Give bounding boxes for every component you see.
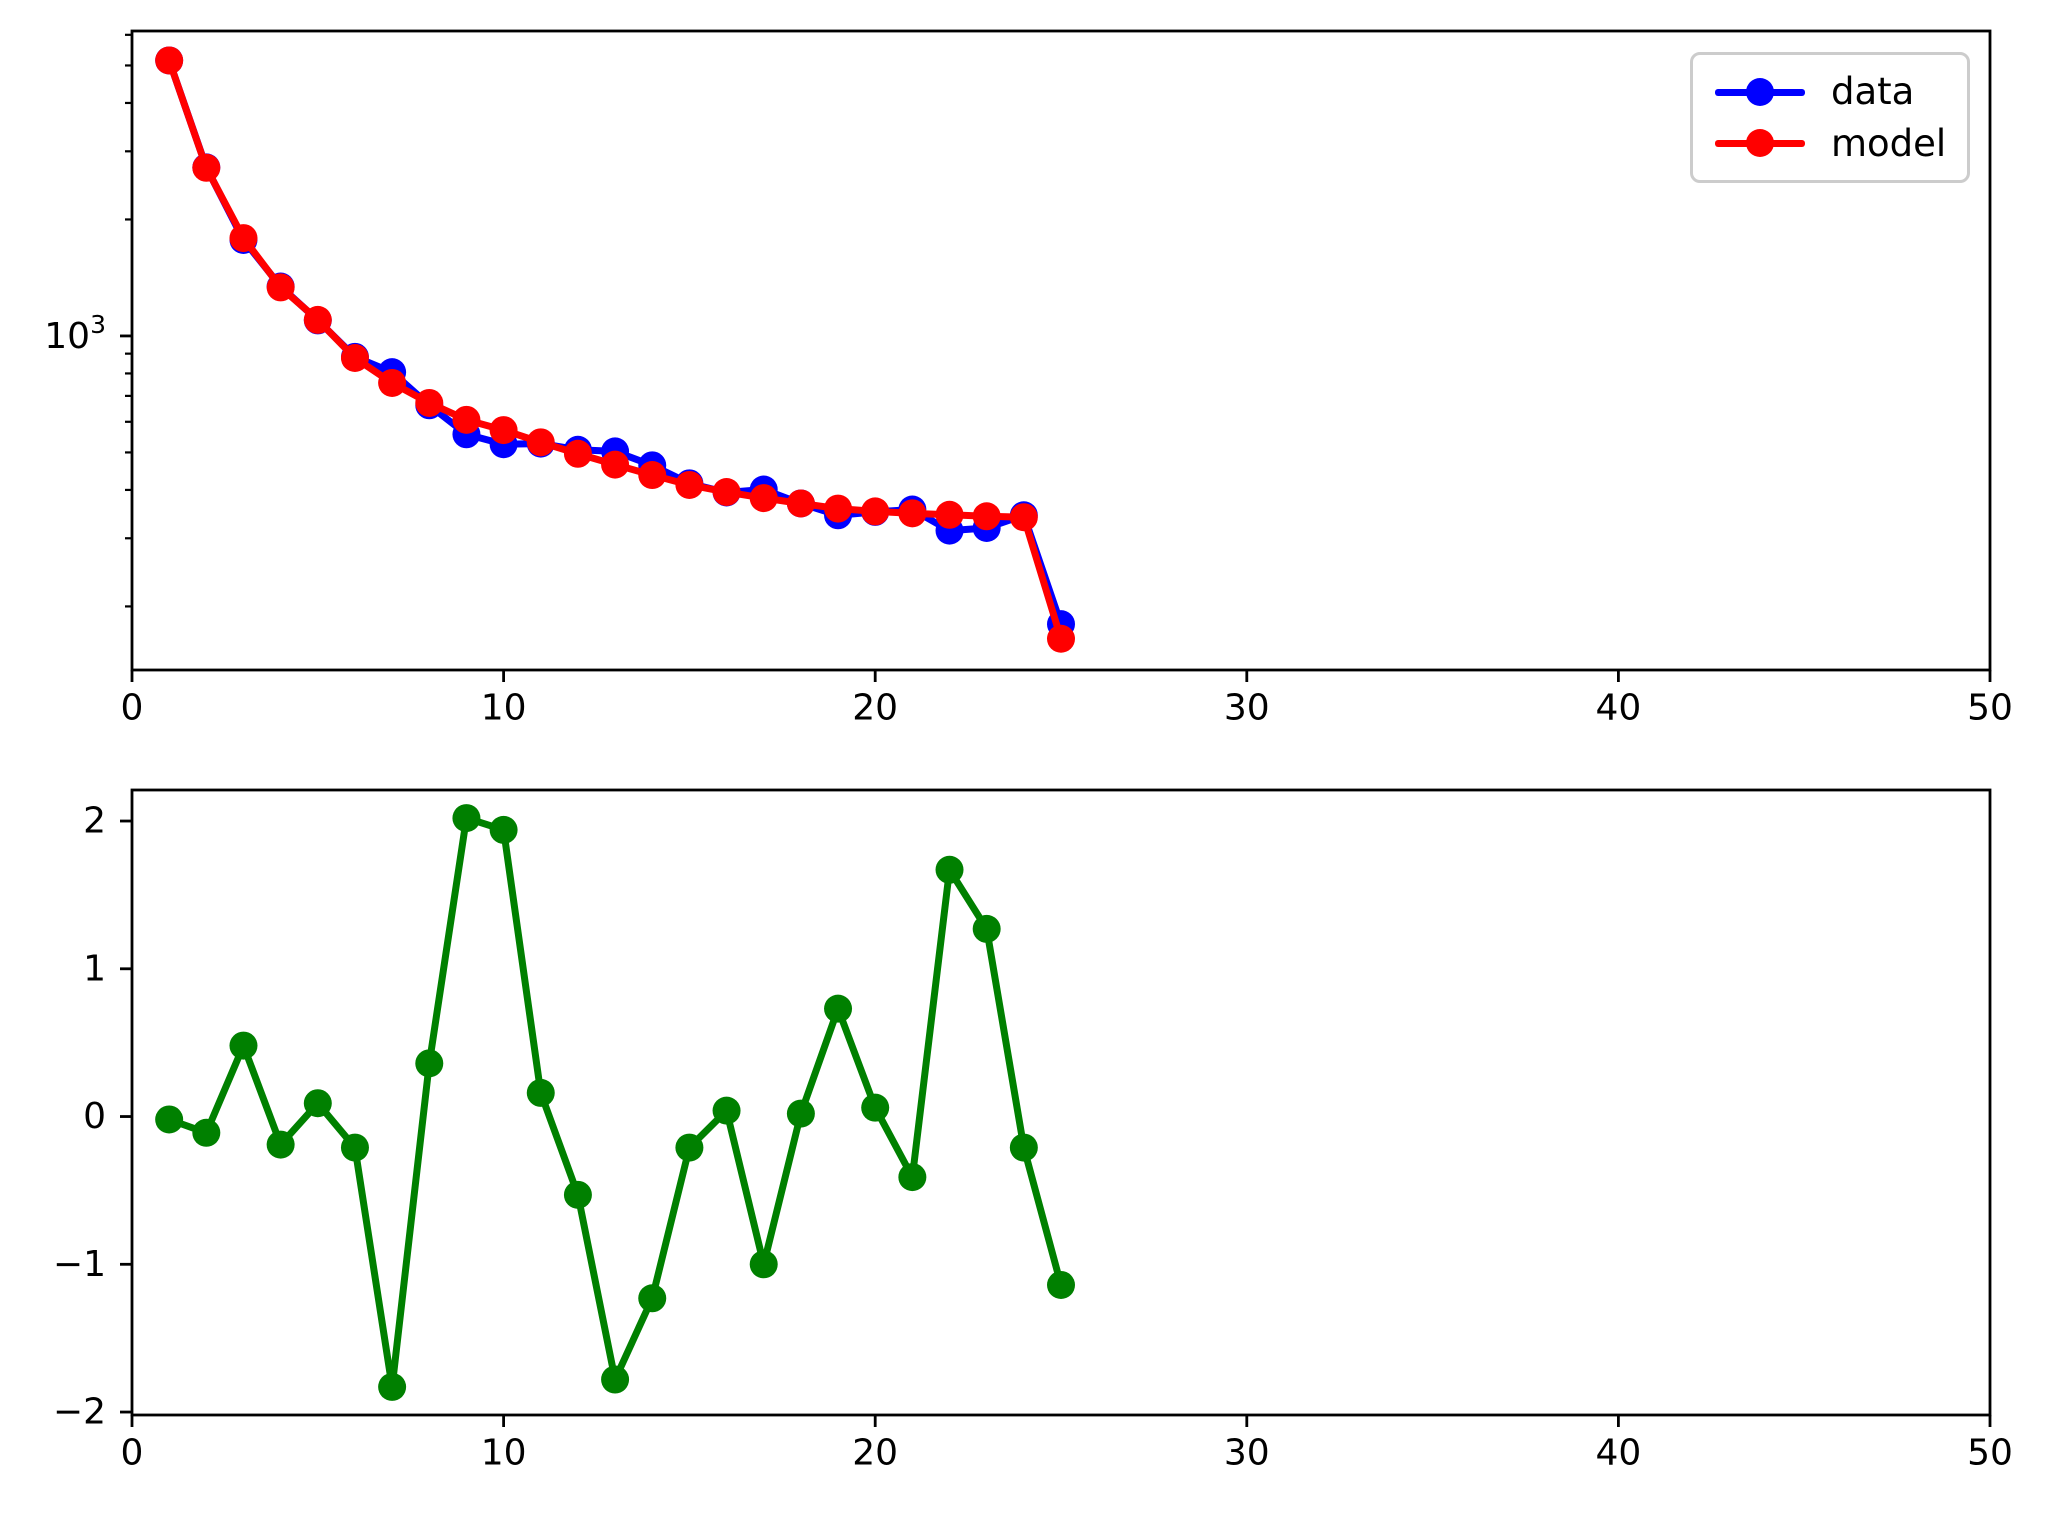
model-point xyxy=(266,273,295,302)
legend-label-model: model xyxy=(1831,121,1947,165)
residuals-point xyxy=(638,1284,667,1313)
fit-plot-xtick-label: 50 xyxy=(1967,688,2013,729)
model-point xyxy=(340,343,369,372)
fit-plot-xtick-label: 20 xyxy=(852,688,898,729)
residual-plot-axes: 0 10 20 30 40 50 −2 −1 0 1 2 xyxy=(53,788,2013,1474)
residuals-point xyxy=(303,1089,332,1118)
model-point xyxy=(526,428,555,457)
model-point xyxy=(749,484,778,513)
model-point xyxy=(638,461,667,490)
model-point xyxy=(1009,503,1038,532)
residuals-point xyxy=(786,1099,815,1128)
residuals-point xyxy=(675,1133,704,1162)
residual-plot-xtick-label: 30 xyxy=(1224,1433,1270,1474)
residuals-point xyxy=(935,855,964,884)
model-series-marker-icon xyxy=(1715,128,1805,158)
model-point xyxy=(935,500,964,529)
residuals-point xyxy=(712,1096,741,1125)
residuals-point xyxy=(489,815,518,844)
residuals-series xyxy=(155,804,1075,1401)
residuals-point xyxy=(749,1250,778,1279)
legend-item-data: data xyxy=(1693,73,1967,110)
residuals-point xyxy=(861,1093,890,1122)
model-point xyxy=(712,478,741,507)
fit-plot-xtick-label: 30 xyxy=(1224,688,1270,729)
residual-plot-frame xyxy=(130,788,1992,1417)
data-dot-swatch xyxy=(1746,77,1774,106)
model-point xyxy=(452,405,481,434)
model-point xyxy=(1047,624,1075,653)
residuals-point xyxy=(155,1105,184,1134)
model-point xyxy=(861,497,890,526)
model-point xyxy=(378,368,407,397)
model-point xyxy=(675,470,704,499)
model-point xyxy=(415,388,444,417)
model-point xyxy=(489,416,518,445)
legend: data model xyxy=(1690,52,1970,183)
fit-plot-xtick-label: 40 xyxy=(1595,688,1641,729)
residuals-point xyxy=(452,804,481,833)
residual-plot-xtick-label: 20 xyxy=(852,1433,898,1474)
residual-plot-xtick-label: 0 xyxy=(121,1433,144,1474)
residual-plot-ytick-label: −2 xyxy=(53,1392,106,1433)
fit-plot-ytick-label: 103 xyxy=(44,310,106,357)
residual-plot-ytick-label: 0 xyxy=(83,1096,106,1137)
model-point xyxy=(563,439,592,468)
residuals-point xyxy=(378,1372,407,1401)
residuals-point xyxy=(824,994,853,1023)
residuals-point xyxy=(229,1031,258,1060)
residuals-point xyxy=(898,1163,927,1192)
residual-plot-ytick-label: −1 xyxy=(53,1244,106,1285)
residuals-point xyxy=(266,1130,295,1159)
model-point xyxy=(155,46,184,75)
residual-plot-xtick-label: 50 xyxy=(1967,1433,2013,1474)
residual-plot-xtick-label: 40 xyxy=(1595,1433,1641,1474)
legend-label-data: data xyxy=(1831,70,1915,114)
residuals-point xyxy=(192,1118,221,1147)
residuals-point xyxy=(563,1180,592,1209)
data-series xyxy=(155,46,1075,639)
residual-plot-ytick-label: 2 xyxy=(83,801,106,842)
model-point xyxy=(972,502,1001,531)
fit-plot-xtick-label: 0 xyxy=(121,688,144,729)
residuals-point xyxy=(972,914,1001,943)
model-point xyxy=(824,494,853,523)
residual-plot-xtick-label: 10 xyxy=(481,1433,527,1474)
residuals-point xyxy=(526,1078,555,1107)
residuals-point xyxy=(415,1049,444,1078)
fit-plot-axes: 0 10 20 30 40 50 103 xyxy=(44,29,2013,729)
model-point xyxy=(192,153,221,182)
data-series-marker-icon xyxy=(1715,77,1805,107)
model-point xyxy=(898,499,927,528)
legend-item-model: model xyxy=(1693,125,1967,162)
fit-plot-frame xyxy=(130,29,1992,672)
model-series xyxy=(155,46,1075,653)
residuals-point xyxy=(340,1133,369,1162)
model-point xyxy=(786,489,815,518)
model-point xyxy=(229,224,258,253)
model-point xyxy=(303,305,332,334)
fit-plot-xtick-label: 10 xyxy=(481,688,527,729)
residuals-point xyxy=(1009,1133,1038,1162)
model-point xyxy=(601,450,630,479)
residuals-point xyxy=(601,1365,630,1394)
residuals-point xyxy=(1047,1270,1075,1299)
residual-plot-ytick-label: 1 xyxy=(83,948,106,989)
model-dot-swatch xyxy=(1746,129,1774,158)
